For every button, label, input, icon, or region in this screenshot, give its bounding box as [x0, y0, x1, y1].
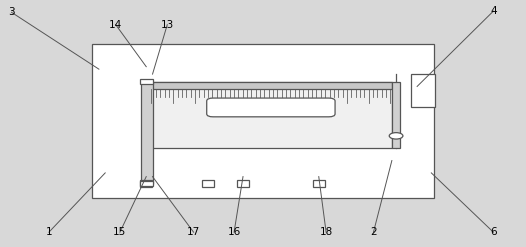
Text: 3: 3 [8, 7, 15, 17]
Bar [92, 44, 434, 198]
Bar [140, 180, 152, 187]
Bar [140, 79, 153, 84]
Text: 4: 4 [490, 6, 497, 16]
Text: 18: 18 [319, 227, 333, 237]
Text: 17: 17 [187, 227, 200, 237]
Bar [392, 82, 400, 148]
Bar [141, 82, 153, 184]
Bar [313, 180, 325, 187]
Text: 15: 15 [113, 227, 127, 237]
Bar [140, 181, 153, 186]
Bar [237, 180, 249, 187]
Bar [202, 180, 214, 187]
Text: 14: 14 [109, 20, 123, 30]
Text: 1: 1 [46, 227, 52, 237]
Text: 6: 6 [490, 227, 497, 237]
Bar [411, 74, 435, 107]
FancyBboxPatch shape [207, 98, 335, 117]
Bar [150, 82, 392, 148]
Circle shape [389, 133, 403, 139]
Text: 2: 2 [370, 227, 377, 237]
Text: 13: 13 [160, 20, 174, 30]
Text: 16: 16 [227, 227, 241, 237]
Bar [150, 82, 392, 89]
